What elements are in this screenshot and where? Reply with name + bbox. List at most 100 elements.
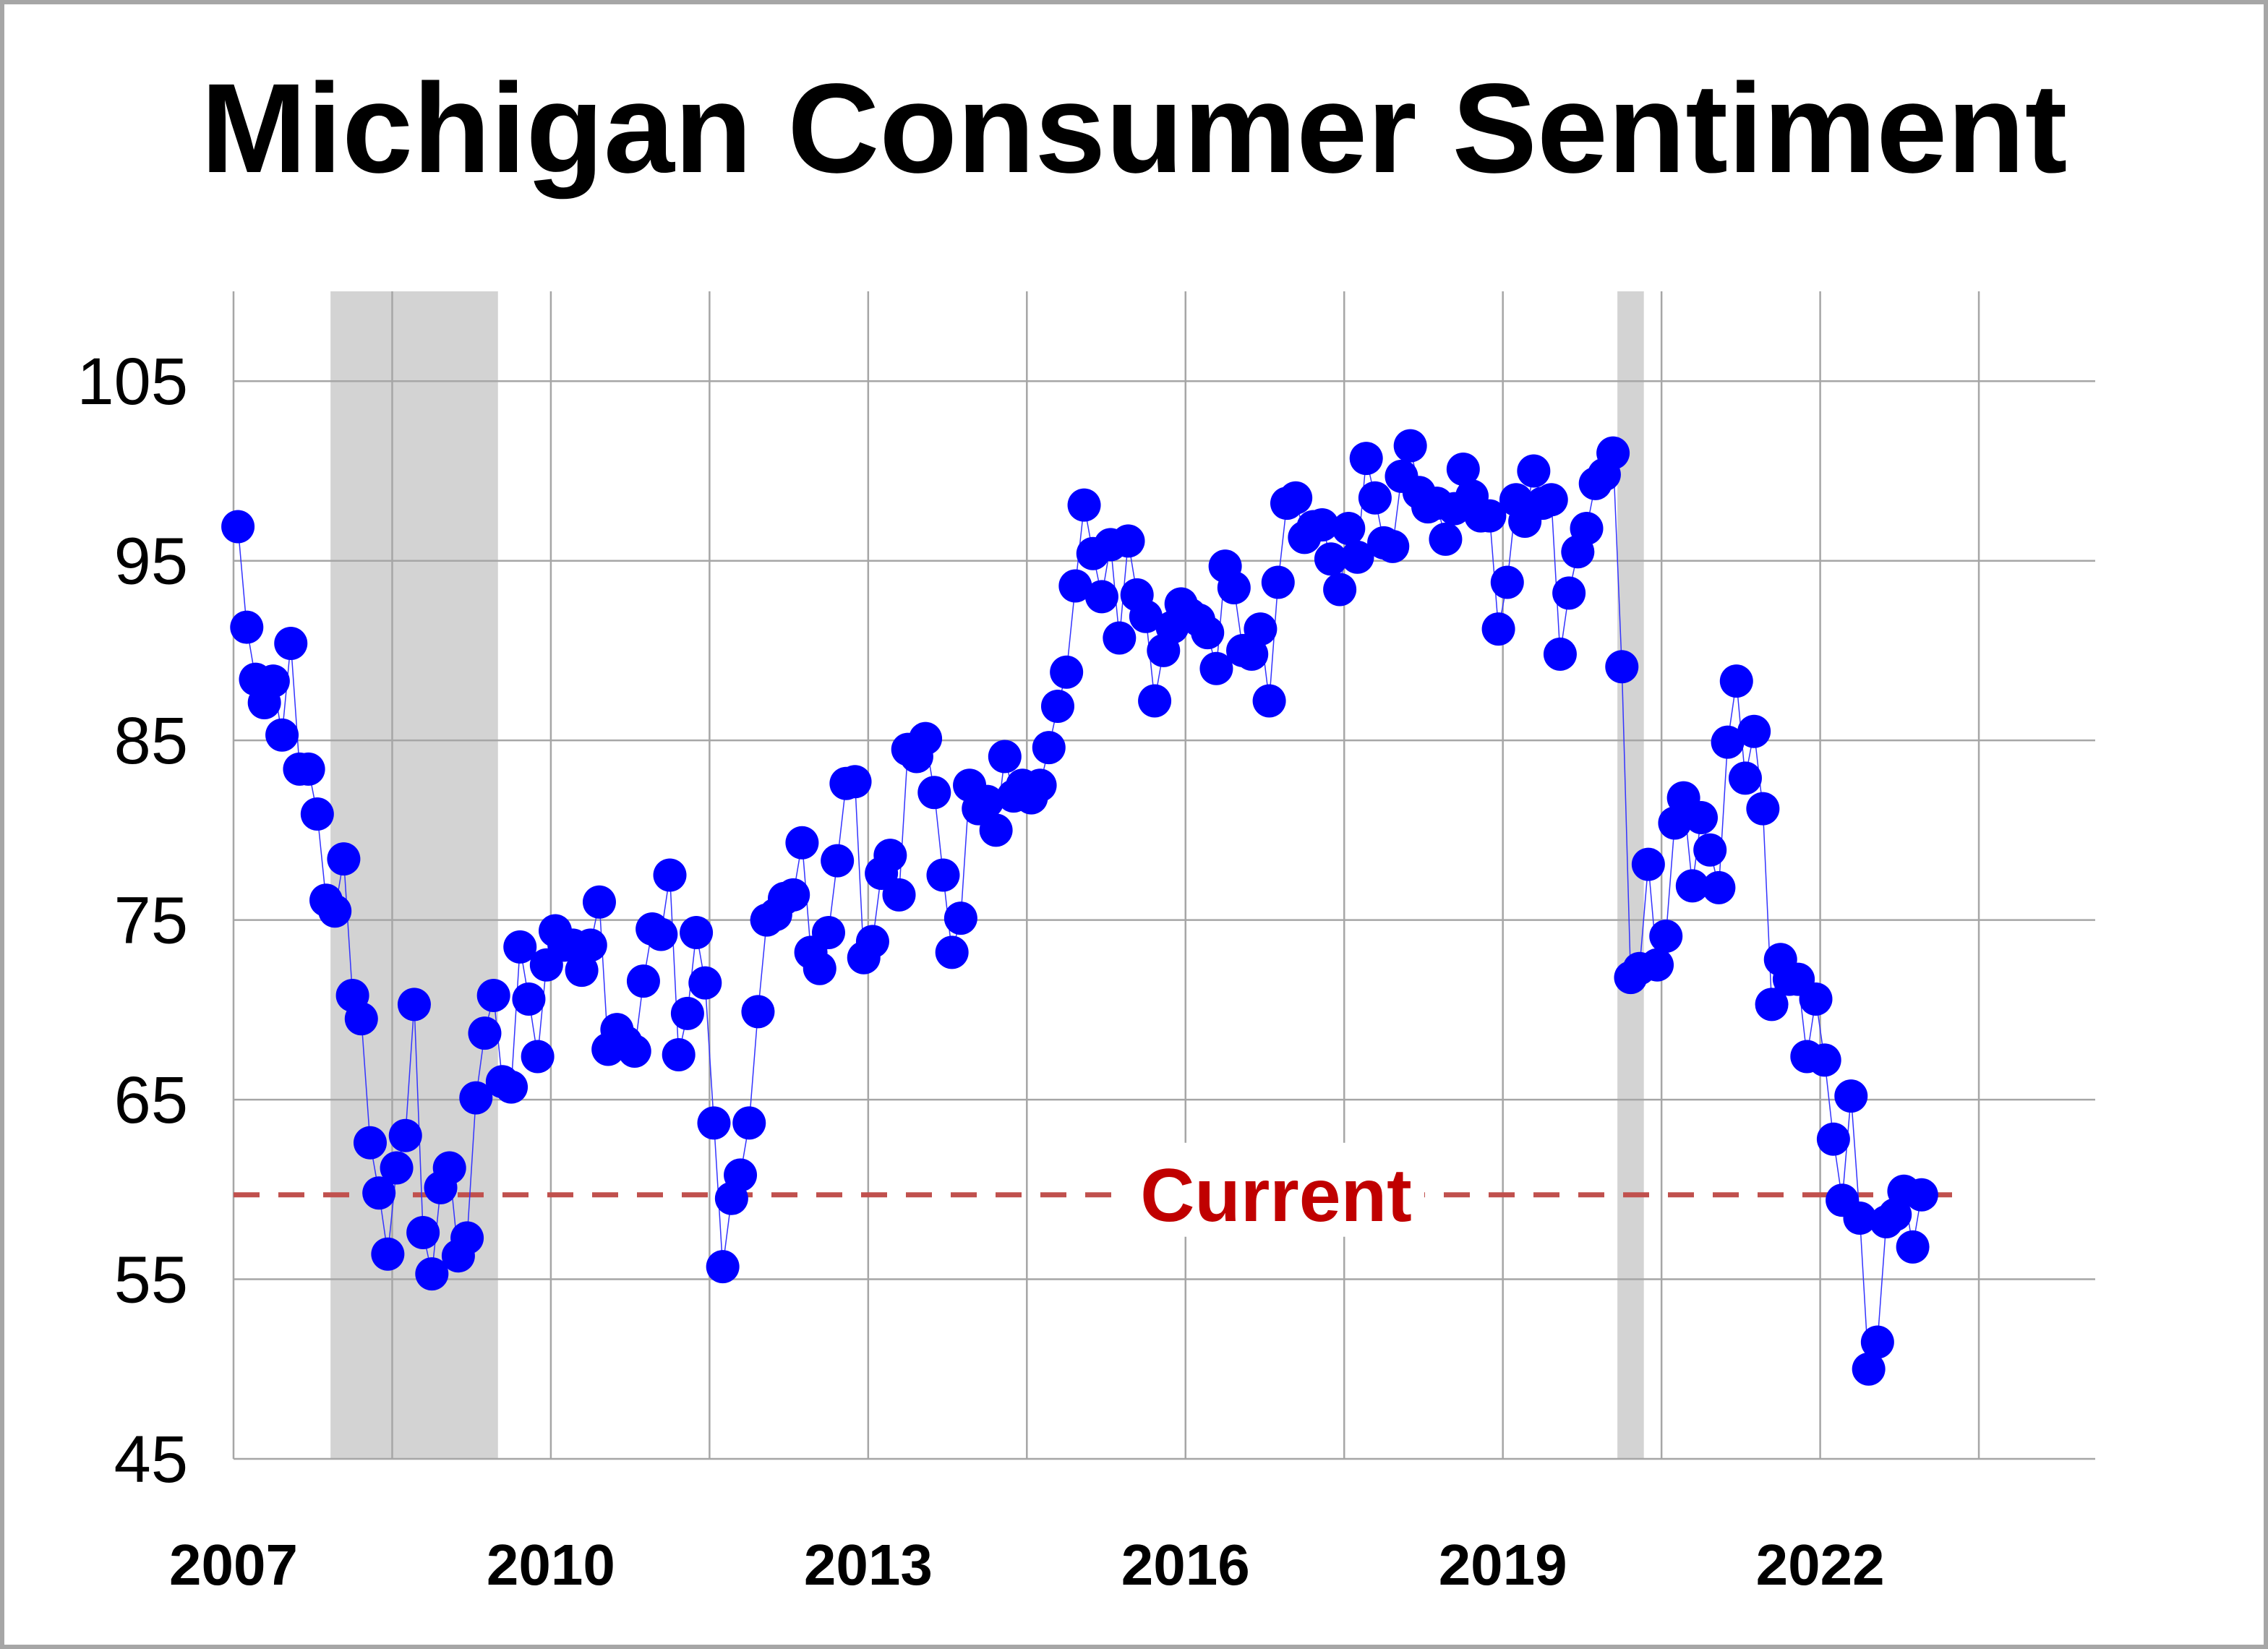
data-point (265, 718, 299, 752)
y-tick-label: 55 (114, 1243, 188, 1317)
data-point (1904, 1178, 1938, 1212)
data-point (1490, 565, 1524, 599)
data-point (476, 978, 510, 1012)
data-point (1658, 806, 1692, 840)
data-point (741, 995, 775, 1029)
data-point (1199, 651, 1233, 685)
data-point (450, 1221, 484, 1255)
data-point (1596, 436, 1630, 470)
data-point (873, 839, 907, 873)
data-point (1191, 616, 1225, 650)
axis-ticks: 45 55 65 75 85 95 105 2007 2010 2013 2016 2019 2022 (77, 345, 1885, 1597)
data-point (1067, 488, 1101, 522)
data-point (882, 878, 916, 912)
y-tick-label: 65 (114, 1063, 188, 1137)
data-point (1358, 481, 1392, 515)
data-point (1279, 481, 1313, 515)
data-point (1323, 573, 1357, 607)
data-point (1032, 731, 1066, 765)
data-point (1252, 684, 1286, 718)
data-point (1314, 542, 1348, 576)
y-tick-label: 85 (114, 704, 188, 778)
data-point (274, 626, 308, 660)
data-point (344, 1002, 378, 1036)
x-tick-label: 2007 (169, 1533, 298, 1597)
x-tick-label: 2013 (804, 1533, 933, 1597)
data-point (1217, 570, 1251, 604)
data-point (680, 916, 714, 950)
data-point (327, 842, 361, 876)
data-point (415, 1257, 449, 1291)
data-point (811, 916, 845, 950)
data-point (1349, 442, 1383, 476)
data-point (1446, 452, 1480, 486)
data-point (688, 966, 722, 1000)
data-point (318, 894, 352, 928)
data-point (1693, 833, 1727, 867)
data-point (1235, 637, 1269, 671)
data-point (1852, 1352, 1886, 1386)
data-point (821, 844, 855, 878)
data-point (785, 826, 819, 860)
data-point (1473, 499, 1507, 533)
data-point (573, 928, 607, 962)
data-point (1649, 919, 1683, 953)
data-point (291, 752, 325, 786)
data-point (724, 1158, 758, 1192)
data-point (1631, 847, 1665, 881)
data-point (353, 1126, 387, 1160)
data-point (1103, 621, 1137, 655)
data-point (1807, 1043, 1841, 1077)
data-point (1481, 612, 1515, 646)
x-tick-label: 2022 (1756, 1533, 1885, 1597)
data-point (1332, 511, 1366, 545)
data-point (617, 1034, 651, 1068)
data-point (1534, 483, 1568, 517)
data-point (1719, 664, 1753, 698)
data-point (1058, 569, 1092, 603)
data-point (1799, 982, 1833, 1016)
data-point (406, 1215, 440, 1249)
data-point (1843, 1202, 1877, 1235)
data-point (221, 510, 255, 544)
data-point (644, 917, 678, 951)
data-point (459, 1081, 493, 1115)
data-point (362, 1176, 396, 1210)
data-point (917, 776, 951, 810)
data-point (1605, 650, 1639, 684)
data-point (1570, 511, 1604, 545)
data-point (1746, 792, 1780, 826)
data-point (1129, 599, 1163, 633)
gridlines (232, 291, 2095, 1460)
data-point (909, 721, 943, 755)
data-point (1860, 1325, 1894, 1359)
data-point (521, 1040, 555, 1074)
data-point (256, 664, 290, 698)
data-point (838, 765, 872, 799)
data-point (565, 954, 599, 988)
data-point (1050, 655, 1084, 689)
current-label-group: Current (1128, 1142, 1424, 1238)
data-point (1261, 565, 1295, 599)
data-point (371, 1237, 405, 1271)
data-point (706, 1250, 740, 1284)
data-point (1138, 684, 1172, 718)
y-tick-label: 105 (77, 345, 189, 419)
data-point (432, 1151, 466, 1185)
data-point (1111, 524, 1145, 558)
data-point (1816, 1122, 1850, 1156)
data-point (1305, 508, 1339, 541)
x-tick-label: 2019 (1439, 1533, 1567, 1597)
data-point (626, 964, 660, 998)
data-point (776, 878, 810, 912)
data-point (1728, 761, 1762, 795)
data-point (1376, 529, 1410, 563)
data-point (1340, 540, 1374, 574)
data-point (1675, 869, 1709, 903)
data-point (1755, 988, 1789, 1021)
current-label-background (1128, 1142, 1424, 1237)
current-label: Current (1140, 1154, 1412, 1238)
data-point (388, 1118, 422, 1152)
chart-title: Michigan Consumer Sentiment (200, 58, 2068, 200)
